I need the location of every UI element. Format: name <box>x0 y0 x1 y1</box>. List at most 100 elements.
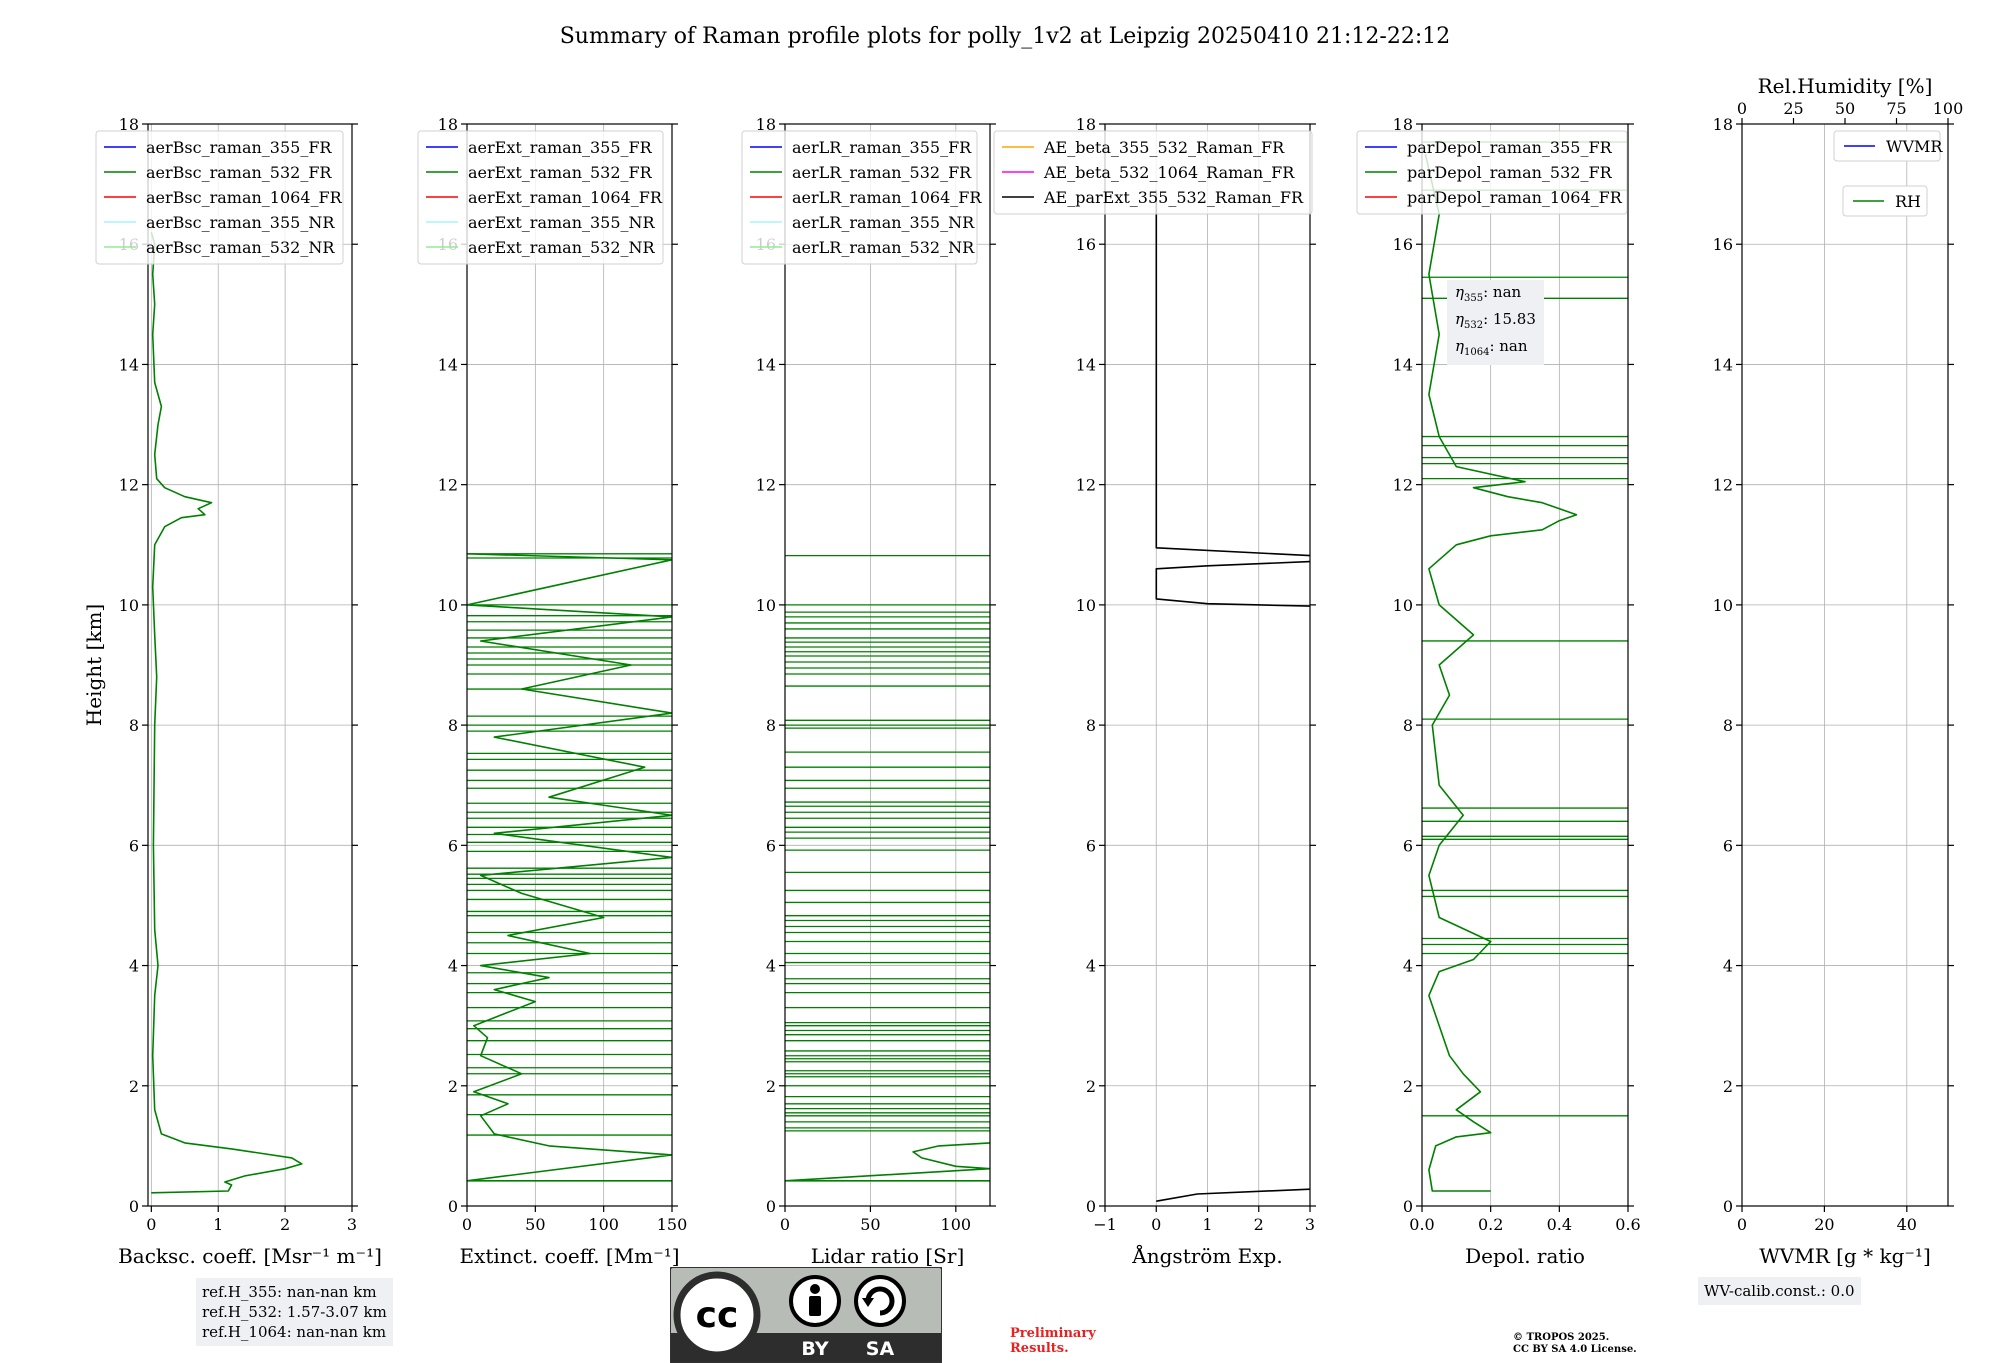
x-axis-label: Lidar ratio [Sr] <box>811 1244 965 1268</box>
panel-lidar_ratio: 024681012141618050100Lidar ratio [Sr]aer… <box>741 115 996 1268</box>
axes-frame <box>784 123 991 1207</box>
series-line-aerLR_raman_532_FR <box>785 1142 990 1182</box>
data-layer <box>785 554 990 1182</box>
x-axis-label: Backsc. coeff. [Msr⁻¹ m⁻¹] <box>118 1244 382 1268</box>
legend-entry: aerLR_raman_532_NR <box>792 238 975 257</box>
top-x-tick-label: 25 <box>1783 99 1803 118</box>
preliminary-results-note: Preliminary Results. <box>1010 1326 1096 1356</box>
axes-frame <box>1421 123 1629 1207</box>
x-tick-label: 20 <box>1814 1215 1834 1234</box>
x-tick-label: 0 <box>1737 1215 1747 1234</box>
y-tick-label: 0 <box>1723 1197 1733 1216</box>
legend-entry: aerExt_raman_532_FR <box>468 163 653 182</box>
legend-box <box>1356 130 1628 215</box>
x-axis-label: Depol. ratio <box>1465 1244 1585 1268</box>
legend-rh: RH <box>1842 185 1928 217</box>
y-tick-label: 12 <box>1393 476 1413 495</box>
y-tick-label: 18 <box>119 115 139 134</box>
x-tick-label: 0 <box>146 1215 156 1234</box>
ref-height-355: ref.H_355: nan-nan km <box>202 1283 377 1301</box>
copyright-note: © TROPOS 2025. CC BY SA 4.0 License. <box>1513 1332 1637 1355</box>
legend-backscatter: aerBsc_raman_355_FR aerBsc_raman_532_FRae… <box>95 130 344 265</box>
y-tick-label: 6 <box>1403 836 1413 855</box>
legend-entry: aerBsc_raman_355_FR <box>146 138 332 157</box>
y-tick-label: 8 <box>1723 716 1733 735</box>
y-tick-label: 18 <box>1713 115 1733 134</box>
y-tick-label: 2 <box>448 1077 458 1096</box>
y-tick-label: 14 <box>1076 355 1096 374</box>
y-tick-label: 6 <box>1723 836 1733 855</box>
top-x-tick-label: 0 <box>1737 99 1747 118</box>
figure-title: Summary of Raman profile plots for polly… <box>560 24 1451 49</box>
legend-box <box>417 130 664 265</box>
y-tick-label: 10 <box>119 596 139 615</box>
ref-height-1064: ref.H_1064: nan-nan km <box>202 1323 387 1341</box>
y-tick-label: 12 <box>119 476 139 495</box>
y-tick-label: 10 <box>438 596 458 615</box>
top-axis-label: Rel.Humidity [%] <box>1758 74 1933 98</box>
y-tick-label: 8 <box>448 716 458 735</box>
legend-entry: WVMR <box>1886 137 1943 156</box>
y-tick-label: 0 <box>1403 1197 1413 1216</box>
y-tick-label: 0 <box>129 1197 139 1216</box>
cc-logo-icon <box>673 1271 761 1359</box>
y-tick-label: 2 <box>1403 1077 1413 1096</box>
top-x-tick-label: 75 <box>1886 99 1906 118</box>
legend-entry: aerBsc_raman_355_NR <box>146 213 335 232</box>
legend-entry: parDepol_raman_532_FR <box>1407 163 1613 182</box>
x-tick-label: 1 <box>1202 1215 1212 1234</box>
by-label: BY <box>801 1338 828 1360</box>
y-tick-label: 14 <box>1713 355 1733 374</box>
x-axis-label: Ångström Exp. <box>1131 1243 1282 1268</box>
x-tick-label: 0 <box>780 1215 790 1234</box>
data-layer <box>1155 190 1310 1202</box>
eta-532: η532: 15.83 <box>1455 310 1536 331</box>
y-tick-label: 14 <box>438 355 458 374</box>
x-tick-label: 50 <box>860 1215 880 1234</box>
legend-entry: aerBsc_raman_1064_FR <box>146 188 343 207</box>
legend-angstrom: AE_beta_355_532_Raman_FR AE_beta_532_1064… <box>993 130 1313 215</box>
legend-entry: parDepol_raman_1064_FR <box>1407 188 1623 207</box>
legend-entry: aerExt_raman_355_NR <box>468 213 656 232</box>
wv-calib-const: WV-calib.const.: 0.0 <box>1704 1282 1855 1300</box>
y-tick-label: 0 <box>766 1197 776 1216</box>
y-tick-label: 2 <box>766 1077 776 1096</box>
series-line-aerBsc_raman_532_FR <box>150 231 303 1194</box>
y-tick-label: 18 <box>1393 115 1413 134</box>
x-tick-label: 2 <box>280 1215 290 1234</box>
x-tick-label: 100 <box>941 1215 972 1234</box>
legend-entry: aerLR_raman_1064_FR <box>792 188 982 207</box>
x-tick-label: 3 <box>347 1215 357 1234</box>
y-tick-label: 2 <box>1086 1077 1096 1096</box>
x-tick-label: 150 <box>657 1215 688 1234</box>
panel-depol: 0 2 4 6 8 10 12 14 16 18 0.0 0.2 0.4 0.6 Depol. ratio p… <box>1356 115 1641 1268</box>
x-tick-label: 0.6 <box>1615 1215 1640 1234</box>
y-tick-label: 16 <box>1076 235 1096 254</box>
panel-extinction: 024681012141618050100150Extinct. coeff. … <box>417 115 688 1268</box>
y-tick-label: 6 <box>448 836 458 855</box>
y-tick-label: 16 <box>1393 235 1413 254</box>
y-tick-label: 18 <box>756 115 776 134</box>
y-tick-label: 4 <box>1723 957 1733 976</box>
y-tick-label: 2 <box>129 1077 139 1096</box>
y-tick-label: 8 <box>1086 716 1096 735</box>
legend-entry: AE_parExt_355_532_Raman_FR <box>1043 188 1304 207</box>
sa-label: SA <box>866 1338 895 1360</box>
x-tick-label: 2 <box>1254 1215 1264 1234</box>
x-tick-label: 0.4 <box>1547 1215 1572 1234</box>
y-tick-label: 2 <box>1723 1077 1733 1096</box>
data-layer <box>150 231 303 1194</box>
legend-entry: aerBsc_raman_532_NR <box>146 238 335 257</box>
y-tick-label: 14 <box>1393 355 1413 374</box>
y-tick-label: 4 <box>448 957 458 976</box>
y-tick-label: 8 <box>129 716 139 735</box>
legend-entry: aerBsc_raman_532_FR <box>146 163 332 182</box>
x-tick-label: 0 <box>1151 1215 1161 1234</box>
x-axis-label: Extinct. coeff. [Mm⁻¹] <box>459 1244 679 1268</box>
eta-1064: η1064: nan <box>1455 337 1528 358</box>
y-tick-label: 4 <box>1086 957 1096 976</box>
legend-entry: AE_beta_355_532_Raman_FR <box>1043 138 1285 157</box>
y-tick-label: 0 <box>1086 1197 1096 1216</box>
